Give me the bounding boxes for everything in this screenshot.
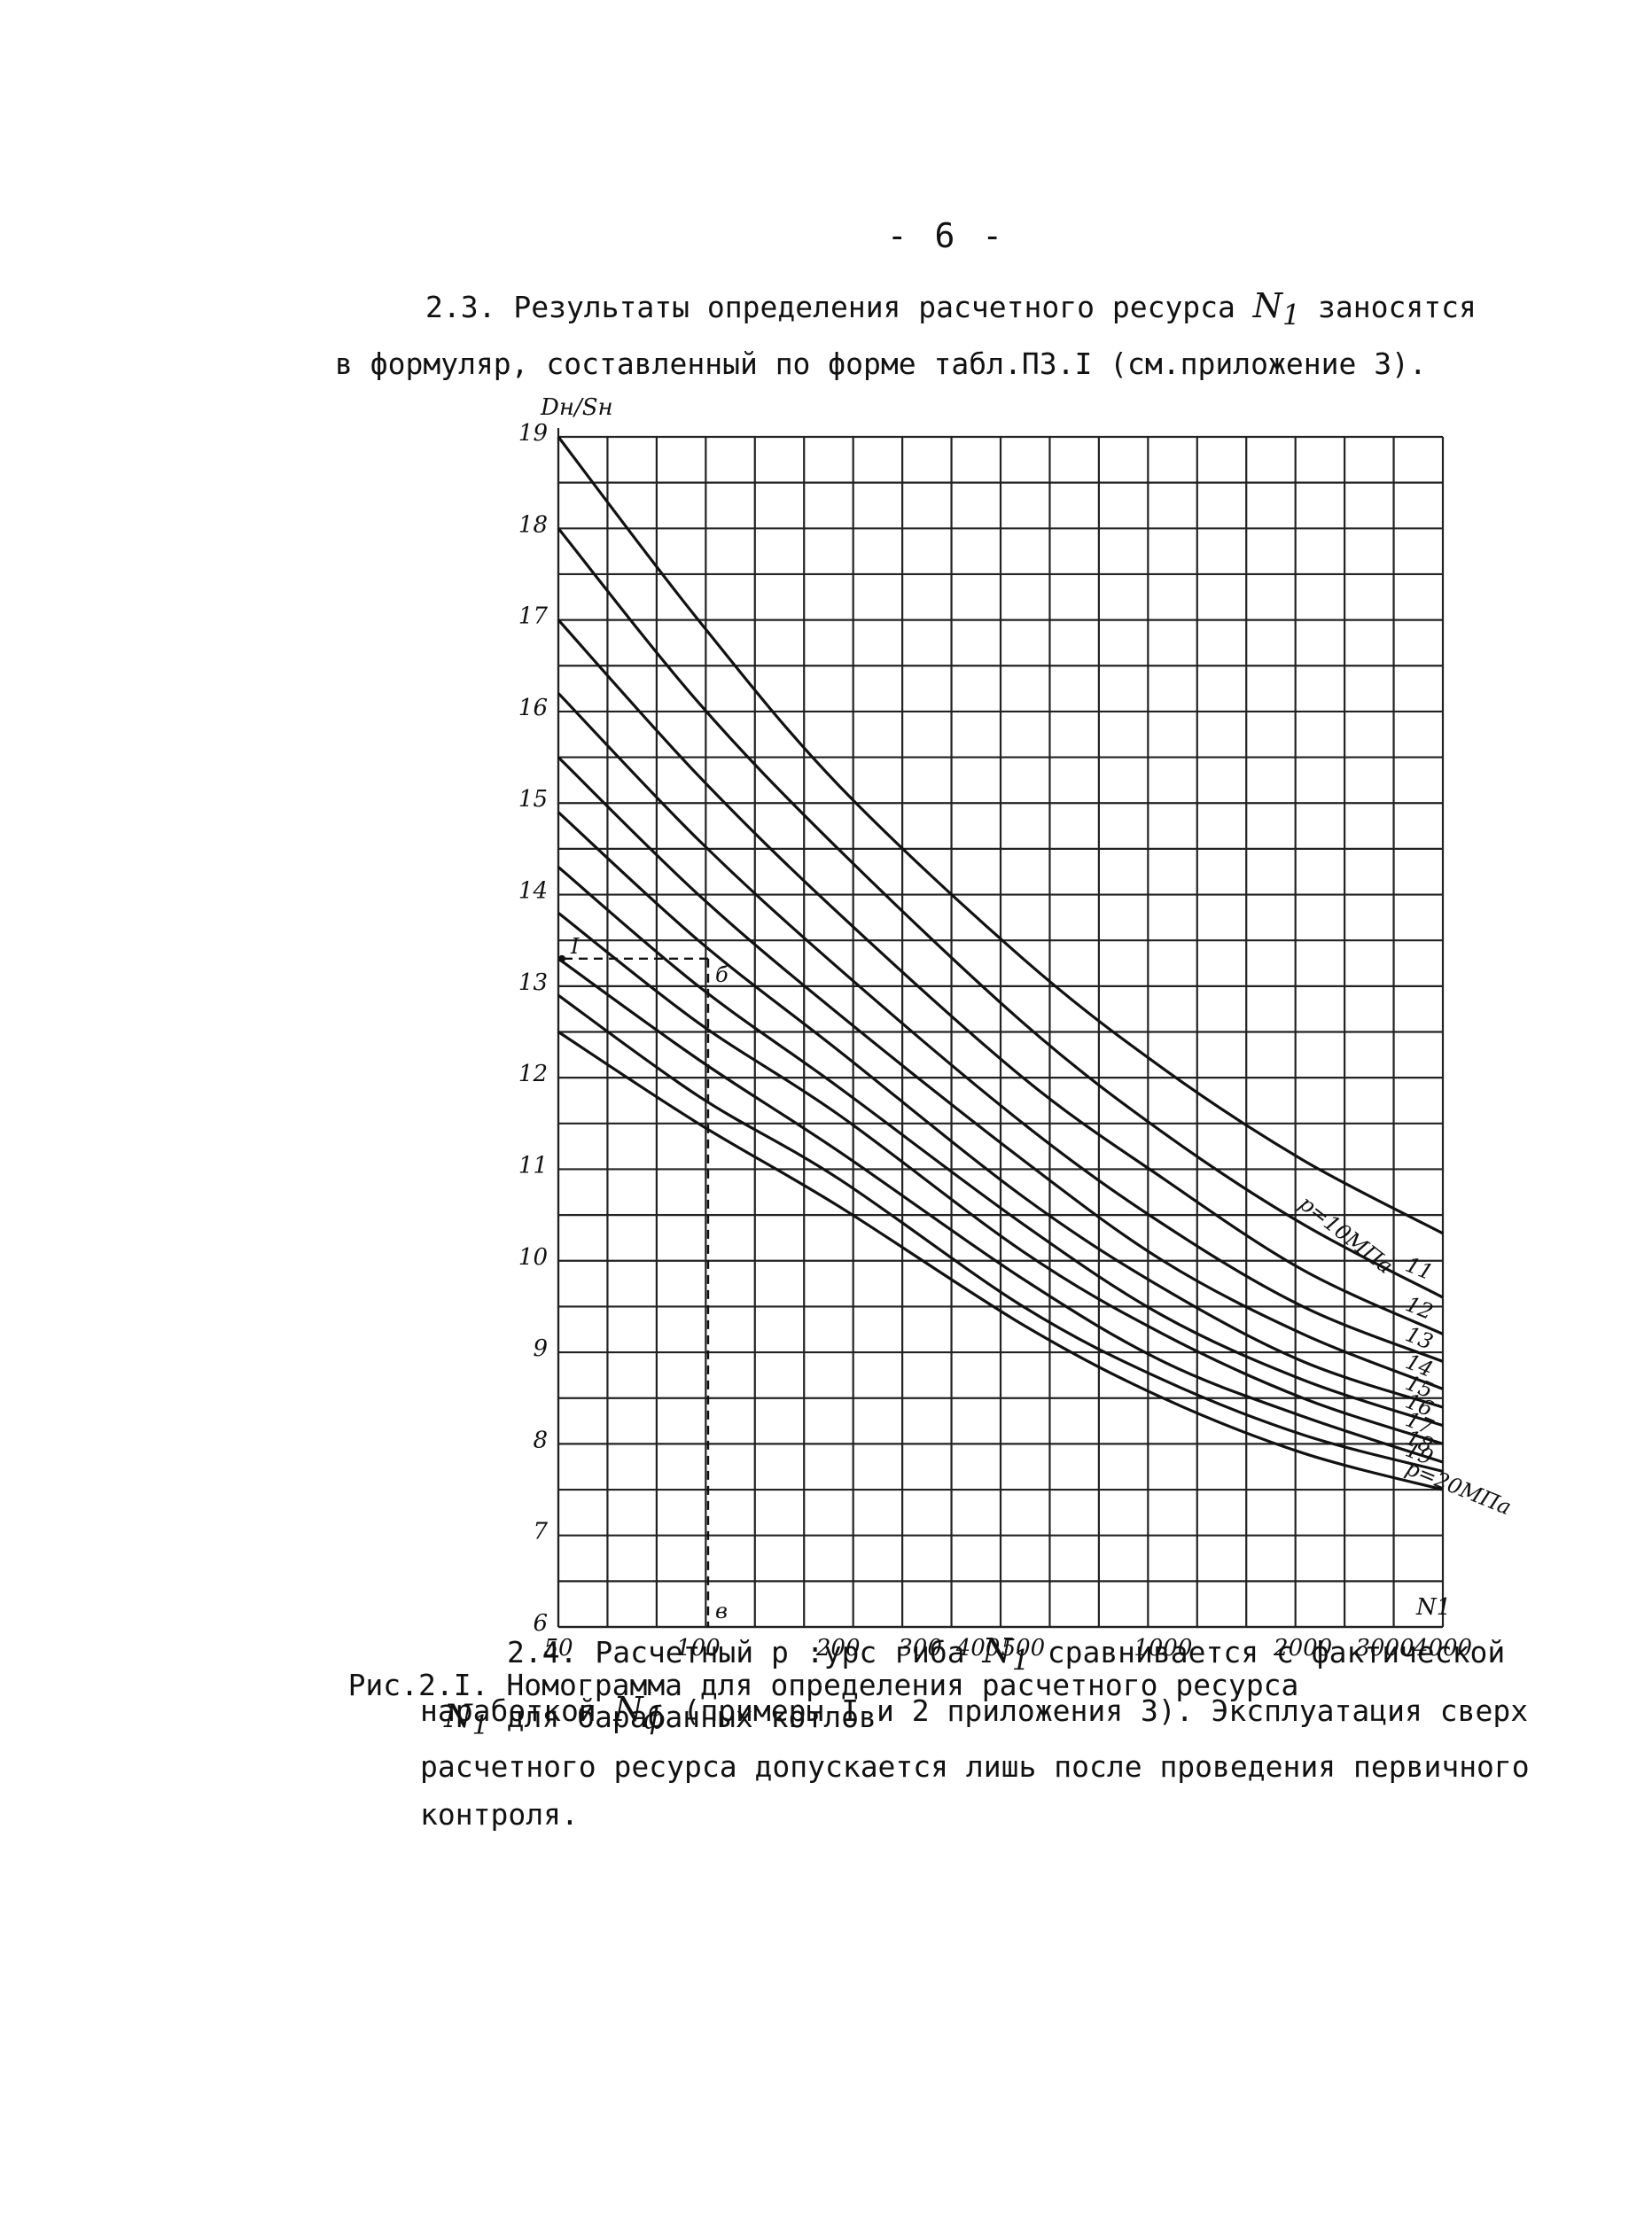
x-tick-label: 400: [955, 1635, 1001, 1662]
x-tick-label: 200: [815, 1635, 861, 1662]
curve-p-10: [557, 436, 1444, 1235]
paragraph-2-3-line-1: 2.3. Результаты определения расчетного р…: [425, 286, 1477, 332]
example-mark-label: б: [715, 962, 729, 987]
example-mark-label: I: [570, 934, 580, 959]
example-mark-label: в: [715, 1599, 728, 1623]
caption-line-1: Рис.2.I. Номограмма для определения расч…: [347, 1668, 1299, 1702]
curve-p-11: [557, 527, 1444, 1299]
caption-line-2: N1 для барабанных котлов: [444, 1699, 877, 1742]
example-dashed-lines: [558, 954, 710, 1627]
curve-p-19: [557, 993, 1444, 1473]
figure-caption: Рис.2.I. Номограмма для определения расч…: [0, 1670, 1652, 1742]
y-tick-label: 6: [533, 1610, 548, 1637]
curve-p-12: [557, 619, 1444, 1335]
y-tick-label: 19: [518, 420, 548, 447]
x-tick-label: 500: [1001, 1635, 1046, 1662]
y-tick-label: 16: [518, 695, 548, 721]
y-tick-label: 8: [533, 1427, 548, 1453]
caption-symbol-n1: N1: [444, 1699, 489, 1742]
chart-labels: 6 7 8 9 10 11 12 13 14 15 16 17 18 19 50 100 200 300 400 50…: [518, 394, 1515, 1662]
x-axis-label: N1: [1415, 1594, 1451, 1621]
x-tick-label: 50: [543, 1635, 573, 1662]
paragraph-2-3: 2.3. Результаты определения расчетного р…: [335, 282, 1512, 388]
y-tick-label: 18: [518, 511, 548, 538]
y-tick-label: 10: [518, 1244, 548, 1271]
symbol-nf: Nф: [613, 1689, 666, 1736]
y-tick-label: 9: [533, 1335, 548, 1362]
page-number: - 6 -: [886, 216, 1007, 255]
paragraph-2-3-line-2: в формуляр, составленный по форме табл.П…: [335, 346, 1427, 381]
y-tick-label: 17: [518, 603, 549, 630]
curve-p-20: [557, 1031, 1444, 1491]
chart-grid: [557, 428, 1445, 1629]
curve-p-18: [557, 957, 1444, 1464]
y-tick-label: 14: [518, 878, 548, 905]
curve-p-13: [557, 692, 1444, 1363]
paragraph-2-4-line-3: расчетного ресурса допускается лишь посл…: [420, 1749, 1530, 1785]
curve-p-17: [557, 911, 1444, 1445]
chart-curves: [557, 436, 1444, 1491]
paragraph-2-4-line-2: наработкой Nф (примеры I и 2 приложения …: [420, 1689, 1529, 1736]
curve-p-15: [557, 811, 1444, 1409]
paragraph-2-4-line-1: 2.4. Расчетный р :урс гиба N1 сравнивает…: [507, 1631, 1506, 1677]
x-tick-label: 4000: [1413, 1635, 1472, 1662]
y-tick-label: 12: [518, 1061, 548, 1087]
paragraph-2-4-line-4: контроля.: [420, 1797, 579, 1833]
x-tick-label: 300: [898, 1635, 942, 1662]
x-tick-label: 3000: [1355, 1635, 1414, 1662]
curve-label: p=20МПа: [1402, 1455, 1515, 1520]
y-axis-label: Dн/Sн: [540, 394, 613, 421]
y-tick-label: 11: [518, 1152, 548, 1179]
y-tick-label: 7: [533, 1519, 548, 1545]
symbol-n1: N1: [982, 1631, 1030, 1677]
symbol-n1: N1: [1252, 286, 1301, 332]
x-tick-label: 2000: [1273, 1635, 1332, 1662]
x-tick-label: 100: [676, 1635, 721, 1662]
curve-p-16: [557, 866, 1444, 1428]
curve-p-14: [557, 756, 1444, 1390]
paragraph-2-4: 2.4. Расчетный р :урс гиба N1 сравнивает…: [420, 1627, 1530, 1839]
y-tick-label: 15: [518, 786, 548, 813]
y-tick-label: 13: [518, 969, 548, 996]
x-tick-label: 1000: [1134, 1635, 1192, 1662]
